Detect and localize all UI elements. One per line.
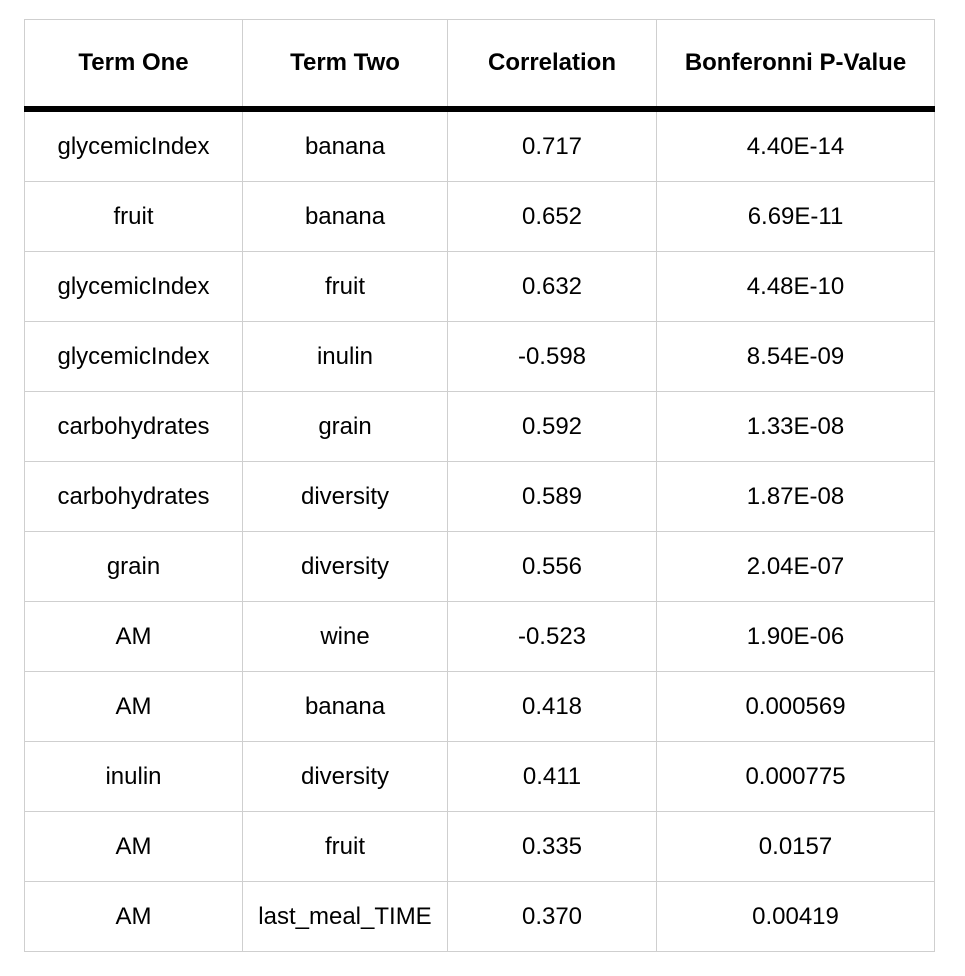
cell-correlation: 0.370 bbox=[447, 881, 657, 952]
header-term-one: Term One bbox=[24, 19, 243, 112]
header-term-two: Term Two bbox=[242, 19, 448, 112]
table-row: carbohydrates grain 0.592 1.33E-08 bbox=[24, 391, 935, 462]
table-row: glycemicIndex banana 0.717 4.40E-14 bbox=[24, 108, 935, 182]
cell-term-two: diversity bbox=[242, 741, 448, 812]
table-row: AM last_meal_TIME 0.370 0.00419 bbox=[24, 881, 935, 952]
cell-term-two: banana bbox=[242, 181, 448, 252]
cell-term-one: AM bbox=[24, 671, 243, 742]
cell-correlation: 0.335 bbox=[447, 811, 657, 882]
cell-p-value: 4.48E-10 bbox=[656, 251, 935, 322]
cell-term-two: fruit bbox=[242, 811, 448, 882]
table-row: AM banana 0.418 0.000569 bbox=[24, 671, 935, 742]
cell-p-value: 0.00419 bbox=[656, 881, 935, 952]
table-row: fruit banana 0.652 6.69E-11 bbox=[24, 181, 935, 252]
cell-term-two: banana bbox=[242, 671, 448, 742]
cell-correlation: 0.411 bbox=[447, 741, 657, 812]
correlation-table-container: Term One Term Two Correlation Bonferonni… bbox=[24, 19, 935, 952]
table-row: glycemicIndex inulin -0.598 8.54E-09 bbox=[24, 321, 935, 392]
table-row: grain diversity 0.556 2.04E-07 bbox=[24, 531, 935, 602]
table-row: AM fruit 0.335 0.0157 bbox=[24, 811, 935, 882]
cell-correlation: -0.523 bbox=[447, 601, 657, 672]
cell-correlation: 0.556 bbox=[447, 531, 657, 602]
cell-p-value: 1.90E-06 bbox=[656, 601, 935, 672]
cell-p-value: 1.33E-08 bbox=[656, 391, 935, 462]
cell-p-value: 0.0157 bbox=[656, 811, 935, 882]
correlation-table: Term One Term Two Correlation Bonferonni… bbox=[24, 19, 935, 952]
cell-p-value: 8.54E-09 bbox=[656, 321, 935, 392]
table-row: carbohydrates diversity 0.589 1.87E-08 bbox=[24, 461, 935, 532]
cell-correlation: 0.632 bbox=[447, 251, 657, 322]
cell-term-one: carbohydrates bbox=[24, 391, 243, 462]
cell-correlation: 0.589 bbox=[447, 461, 657, 532]
cell-term-two: inulin bbox=[242, 321, 448, 392]
cell-term-two: fruit bbox=[242, 251, 448, 322]
cell-term-one: AM bbox=[24, 601, 243, 672]
table-row: AM wine -0.523 1.90E-06 bbox=[24, 601, 935, 672]
header-correlation: Correlation bbox=[447, 19, 657, 112]
table-row: glycemicIndex fruit 0.632 4.48E-10 bbox=[24, 251, 935, 322]
cell-term-two: last_meal_TIME bbox=[242, 881, 448, 952]
cell-term-one: glycemicIndex bbox=[24, 321, 243, 392]
cell-p-value: 0.000775 bbox=[656, 741, 935, 812]
cell-correlation: 0.592 bbox=[447, 391, 657, 462]
cell-term-one: inulin bbox=[24, 741, 243, 812]
cell-p-value: 0.000569 bbox=[656, 671, 935, 742]
table-row: inulin diversity 0.411 0.000775 bbox=[24, 741, 935, 812]
cell-p-value: 2.04E-07 bbox=[656, 531, 935, 602]
cell-term-one: AM bbox=[24, 881, 243, 952]
cell-term-one: fruit bbox=[24, 181, 243, 252]
cell-term-two: diversity bbox=[242, 461, 448, 532]
cell-term-one: grain bbox=[24, 531, 243, 602]
cell-p-value: 6.69E-11 bbox=[656, 181, 935, 252]
header-bonferonni-p-value: Bonferonni P-Value bbox=[656, 19, 935, 112]
cell-p-value: 4.40E-14 bbox=[656, 108, 935, 182]
cell-term-two: wine bbox=[242, 601, 448, 672]
cell-term-one: glycemicIndex bbox=[24, 108, 243, 182]
cell-correlation: -0.598 bbox=[447, 321, 657, 392]
cell-term-two: diversity bbox=[242, 531, 448, 602]
cell-correlation: 0.717 bbox=[447, 108, 657, 182]
cell-term-two: grain bbox=[242, 391, 448, 462]
cell-term-one: carbohydrates bbox=[24, 461, 243, 532]
cell-p-value: 1.87E-08 bbox=[656, 461, 935, 532]
cell-term-one: AM bbox=[24, 811, 243, 882]
cell-term-one: glycemicIndex bbox=[24, 251, 243, 322]
cell-term-two: banana bbox=[242, 108, 448, 182]
cell-correlation: 0.418 bbox=[447, 671, 657, 742]
cell-correlation: 0.652 bbox=[447, 181, 657, 252]
table-header-row: Term One Term Two Correlation Bonferonni… bbox=[24, 19, 935, 112]
